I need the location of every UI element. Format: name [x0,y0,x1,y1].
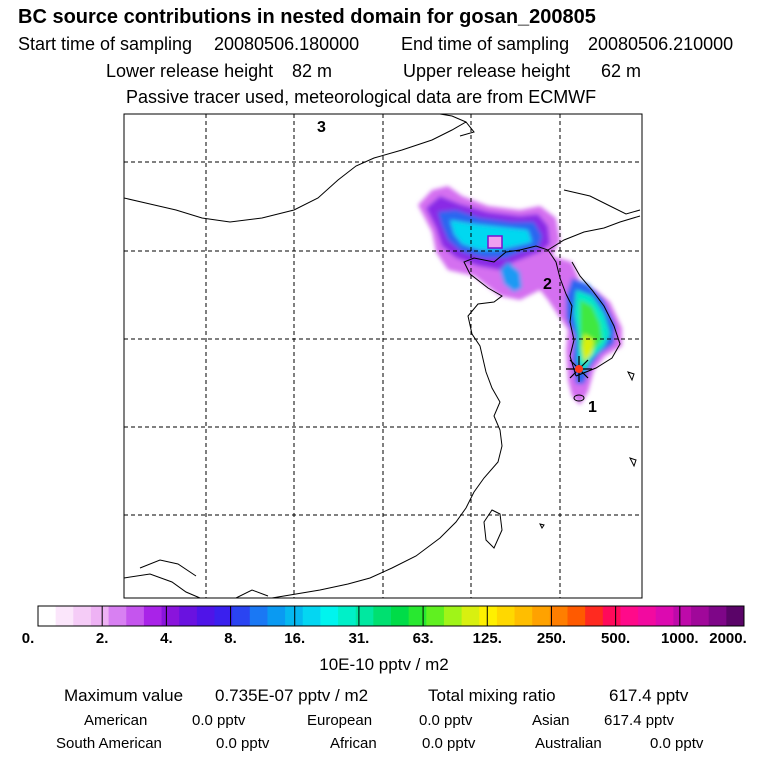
plume-korea-yellow [582,334,594,362]
colorbar-swatch [249,606,268,626]
colorbar-label: 125. [472,630,502,647]
colorbar-swatch [708,606,727,626]
graticule [124,114,642,598]
max-value: 0.735E-07 pptv / m2 [215,686,369,705]
colorbar-swatch [108,606,127,626]
colorbar-swatch [673,606,692,626]
colorbar-label: 2000. [709,630,747,647]
colorbar-swatch [267,606,286,626]
colorbar-swatch [285,606,304,626]
lower-height-value: 82 m [292,61,333,81]
region-name: Asian [532,712,570,729]
region-value: 0.0 pptv [192,712,246,729]
plume-west-lobe [500,262,522,292]
plume-field [418,186,622,405]
colorbar-label: 4. [160,630,173,647]
upper-height-label: Upper release height [403,61,571,81]
colorbar-label: 2. [95,630,109,647]
end-time-label: End time of sampling [401,34,570,54]
start-time-label: Start time of sampling [18,34,193,54]
colorbar-swatch [214,606,233,626]
region-value: 0.0 pptv [216,735,270,752]
colorbar-swatch [514,606,533,626]
marker-2: 2 [543,276,552,293]
colorbar-frame [37,605,745,627]
colorbar-swatch [479,606,498,626]
colorbar-label: 16. [284,630,306,647]
colorbar-swatch [585,606,604,626]
region-name: Australian [535,735,602,752]
colorbar-swatch [426,606,445,626]
colorbar-swatch [461,606,480,626]
marker-3: 3 [317,119,326,136]
tracer-note: Passive tracer used, meteorological data… [126,87,597,107]
colorbar-label: 31. [348,630,370,647]
colorbar-swatch [602,606,621,626]
region-value: 617.4 pptv [604,712,675,729]
colorbar-swatch [73,606,92,626]
region-name: American [84,712,148,729]
colorbar-swatch [161,606,180,626]
colorbar-swatch [532,606,551,626]
colorbar-label: 250. [536,630,567,647]
colorbar-units: 10E-10 pptv / m2 [319,655,449,674]
colorbar-swatch [302,606,321,626]
colorbar-label: 8. [224,630,237,647]
total-mixing-label: Total mixing ratio [428,686,556,705]
colorbar-swatch [620,606,639,626]
plot-title: BC source contributions in nested domain… [18,6,596,28]
marker-1: 1 [588,399,597,416]
colorbar-label: 0. [21,630,35,647]
upper-height-value: 62 m [601,61,642,81]
region-value: 0.0 pptv [650,735,704,752]
lower-height-label: Lower release height [106,61,274,81]
star-burst-icon [566,356,592,382]
colorbar-swatch [320,606,339,626]
colorbar [37,605,745,627]
plume-hotspot-box [487,235,503,249]
max-value-label: Maximum value [64,686,184,705]
colorbar-swatch [196,606,215,626]
colorbar-swatch [655,606,674,626]
region-value: 0.0 pptv [419,712,473,729]
colorbar-swatch [691,606,710,626]
colorbar-swatch [373,606,392,626]
colorbar-swatch [338,606,357,626]
colorbar-swatch [726,606,745,626]
colorbar-swatch [443,606,463,626]
colorbar-swatch [408,606,427,626]
total-mixing-value: 617.4 pptv [609,686,689,705]
coastlines [124,114,641,598]
end-time-value: 20080506.210000 [588,34,734,54]
colorbar-swatch [143,606,163,626]
region-name: South American [56,735,162,752]
colorbar-label: 1000. [661,630,699,647]
colorbar-swatch [179,606,198,626]
colorbar-swatch [90,606,110,626]
colorbar-swatch [355,606,374,626]
colorbar-swatch [638,606,657,626]
region-name: African [330,735,377,752]
colorbar-label: 63. [412,630,434,647]
colorbar-swatch [567,606,586,626]
region-name: European [307,712,373,729]
colorbar-swatch [55,606,74,626]
colorbar-swatch [391,606,410,626]
colorbar-swatch [126,606,145,626]
colorbar-swatch [549,606,568,626]
colorbar-swatch [38,606,57,626]
colorbar-label: 500. [601,630,631,647]
colorbar-swatch [496,606,516,626]
start-time-value: 20080506.180000 [214,34,360,54]
region-value: 0.0 pptv [422,735,476,752]
map-frame [123,113,643,599]
colorbar-swatch [232,606,251,626]
